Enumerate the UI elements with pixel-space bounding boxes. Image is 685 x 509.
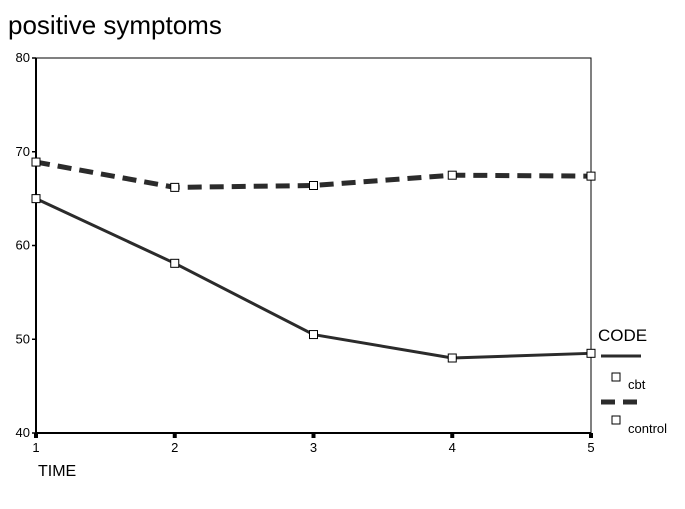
- y-tick-label: 50: [16, 331, 30, 346]
- x-tick-mark: [311, 433, 316, 438]
- data-point-cbt: [31, 194, 41, 204]
- data-point-cbt: [447, 353, 457, 363]
- y-axis-ticks: 40 50 60 70 80: [16, 50, 36, 440]
- legend-label-cbt: cbt: [628, 377, 646, 392]
- data-point-control: [31, 157, 41, 167]
- data-point-cbt: [309, 330, 318, 340]
- x-axis-label: TIME: [38, 463, 77, 480]
- series-layer: [31, 157, 596, 363]
- x-tick-mark: [589, 433, 593, 438]
- x-tick-label: 3: [310, 440, 317, 455]
- legend: cbt control: [601, 354, 667, 436]
- x-tick-label: 1: [32, 440, 39, 455]
- data-point-cbt: [170, 258, 180, 268]
- x-tick-label: 2: [171, 440, 178, 455]
- data-point-cbt: [586, 348, 596, 358]
- y-tick-label: 60: [16, 238, 30, 253]
- chart-title: positive symptoms: [8, 10, 222, 40]
- series-line-control: [35, 159, 592, 190]
- data-point-control: [309, 181, 318, 190]
- data-point-control: [170, 182, 180, 192]
- y-tick-label: 70: [16, 144, 30, 159]
- x-axis-ticks: 1 2 3 4 5: [32, 433, 595, 455]
- x-tick-label: 5: [587, 440, 594, 455]
- legend-label-control: control: [628, 421, 667, 436]
- x-tick-mark: [34, 433, 38, 438]
- legend-title: CODE: [598, 326, 648, 345]
- data-point-control: [447, 170, 457, 180]
- x-tick-label: 4: [449, 440, 456, 455]
- x-tick-mark: [172, 433, 177, 438]
- x-tick-mark: [450, 433, 455, 438]
- plot-frame: [35, 57, 592, 434]
- data-point-control: [586, 171, 596, 181]
- y-tick-label: 80: [16, 50, 30, 65]
- y-tick-label: 40: [16, 425, 30, 440]
- legend-marker-control: [611, 415, 621, 425]
- legend-marker-cbt: [611, 372, 621, 382]
